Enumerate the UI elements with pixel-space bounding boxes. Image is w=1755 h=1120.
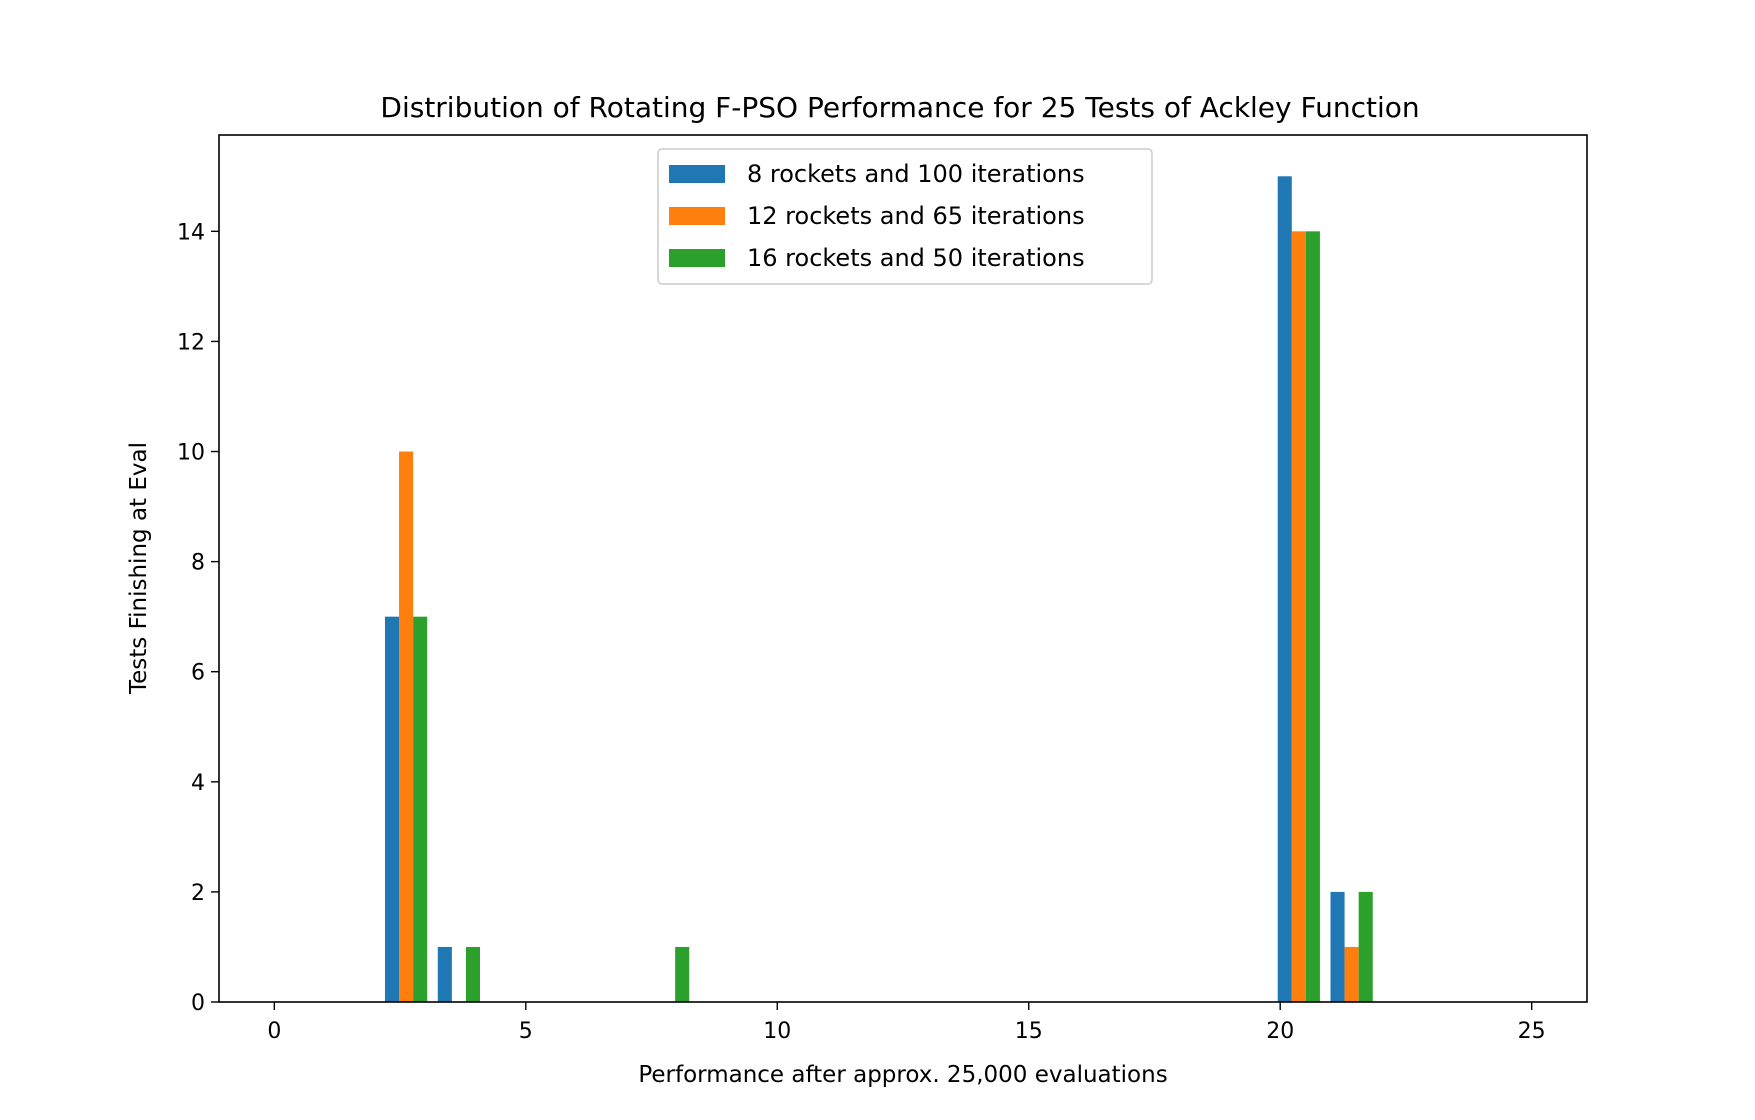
x-tick-label: 20 xyxy=(1266,1019,1294,1044)
bar-series3-2 xyxy=(465,946,481,1002)
bar-series1-1 xyxy=(384,616,400,1002)
y-axis-label: Tests Finishing at Eval xyxy=(126,442,152,695)
y-tick-label: 8 xyxy=(191,551,205,576)
bar-series1-3 xyxy=(1277,176,1292,1003)
chart-title: Distribution of Rotating F-PSO Performan… xyxy=(380,91,1419,124)
bar-series1-2 xyxy=(437,946,452,1002)
legend-label-1: 8 rockets and 100 iterations xyxy=(747,160,1085,188)
legend-swatch-1 xyxy=(669,165,725,183)
legend-swatch-2 xyxy=(669,207,725,225)
x-axis: 0 5 10 15 20 25 xyxy=(267,1002,1546,1044)
y-tick-label: 6 xyxy=(191,661,205,686)
x-tick-label: 0 xyxy=(267,1019,281,1044)
y-axis: 0 2 4 6 8 10 12 14 xyxy=(177,220,219,1016)
x-tick-label: 15 xyxy=(1015,1019,1043,1044)
legend-label-2: 12 rockets and 65 iterations xyxy=(747,202,1085,230)
bars-group xyxy=(384,176,1373,1003)
x-tick-label: 5 xyxy=(519,1019,533,1044)
legend-box xyxy=(657,148,1153,285)
x-tick-label: 10 xyxy=(763,1019,791,1044)
bar-series3-1 xyxy=(413,616,428,1002)
y-tick-label: 4 xyxy=(191,771,205,796)
y-tick-label: 12 xyxy=(177,330,205,355)
y-tick-label: 0 xyxy=(191,991,205,1016)
bar-series2-2 xyxy=(1291,231,1306,1002)
bar-series2-1 xyxy=(399,451,414,1002)
bar-series1-4 xyxy=(1330,891,1345,1002)
plot-frame xyxy=(218,134,1588,1003)
legend-swatch-3 xyxy=(669,249,725,267)
x-tick-label: 25 xyxy=(1518,1019,1546,1044)
y-tick-label: 14 xyxy=(177,220,205,245)
y-tick-label: 2 xyxy=(191,881,205,906)
bar-series3-3 xyxy=(675,946,690,1002)
x-axis-label: Performance after approx. 25,000 evaluat… xyxy=(638,1062,1167,1088)
legend-label-3: 16 rockets and 50 iterations xyxy=(747,244,1085,272)
bar-series3-4 xyxy=(1305,231,1320,1002)
legend: 8 rockets and 100 iterations 12 rockets a… xyxy=(657,148,1153,285)
bar-series2-3 xyxy=(1344,946,1359,1002)
bar-series3-5 xyxy=(1358,891,1373,1002)
y-tick-label: 10 xyxy=(177,441,205,466)
